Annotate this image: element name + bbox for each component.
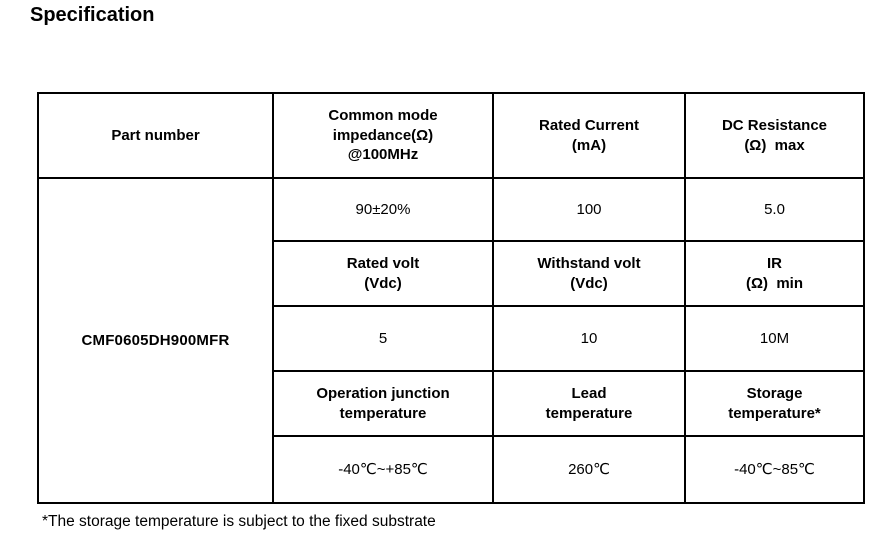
lead-temp-header-cell: Lead temperature [492, 370, 686, 437]
dc-resistance-header-cell: DC Resistance (Ω) max [684, 92, 865, 179]
lead-temp-value-cell: 260℃ [492, 435, 686, 504]
specification-table: Part number Common mode impedance(Ω) @10… [37, 92, 865, 504]
operation-junction-temp-header-cell: Operation junction temperature [272, 370, 494, 437]
part-number-value-cell: CMF0605DH900MFR [37, 177, 274, 504]
ir-header-cell: IR (Ω) min [684, 240, 865, 307]
part-number-header-cell: Part number [37, 92, 274, 179]
table-row: Rated volt (Vdc) Withstand volt (Vdc) IR… [38, 240, 865, 307]
common-mode-impedance-header-cell: Common mode impedance(Ω) @100MHz [272, 92, 494, 179]
table-row: CMF0605DH900MFR 90±20% 100 5.0 [37, 177, 865, 504]
withstand-volt-header-cell: Withstand volt (Vdc) [492, 240, 686, 307]
table-row: Part number Common mode impedance(Ω) @10… [37, 92, 865, 179]
operation-junction-temp-value-cell: -40℃~+85℃ [272, 435, 494, 504]
rated-volt-header-cell: Rated volt (Vdc) [272, 240, 494, 307]
rated-volt-value-cell: 5 [272, 305, 494, 372]
withstand-volt-value-cell: 10 [492, 305, 686, 372]
storage-temp-header-cell: Storage temperature* [684, 370, 865, 437]
table-row: -40℃~+85℃ 260℃ -40℃~85℃ [38, 435, 865, 504]
storage-temperature-footnote: *The storage temperature is subject to t… [42, 513, 436, 530]
storage-temp-value-cell: -40℃~85℃ [684, 435, 865, 504]
table-row: 5 10 10M [38, 305, 865, 372]
dc-resistance-value-cell: 5.0 [684, 177, 865, 242]
table-row: Operation junction temperature Lead temp… [38, 370, 865, 437]
impedance-value-cell: 90±20% [272, 177, 494, 242]
page-title: Specification [30, 4, 155, 26]
rated-current-value-cell: 100 [492, 177, 686, 242]
ir-value-cell: 10M [684, 305, 865, 372]
rated-current-header-cell: Rated Current (mA) [492, 92, 686, 179]
